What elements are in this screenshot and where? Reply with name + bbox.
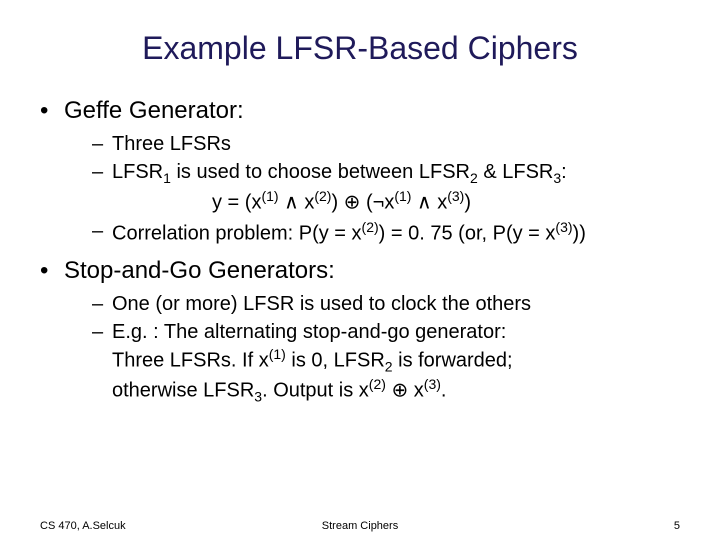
footer-center: Stream Ciphers (322, 520, 398, 532)
bullet-list: Geffe Generator: Three LFSRs LFSR1 is us… (40, 97, 680, 406)
slide: Example LFSR-Based Ciphers Geffe Generat… (0, 0, 720, 540)
geffe-sub3: Correlation problem: P(y = x(2)) = 0. 75… (92, 218, 680, 247)
slide-title: Example LFSR-Based Ciphers (40, 30, 680, 67)
bullet-geffe-label: Geffe Generator: (64, 97, 244, 124)
geffe-formula: y = (x(1) ∧ x(2)) ⊕ (¬x(1) ∧ x(3)) (212, 187, 680, 216)
footer-page-number: 5 (674, 520, 680, 532)
bullet-geffe: Geffe Generator: Three LFSRs LFSR1 is us… (40, 97, 680, 247)
geffe-sub2: LFSR1 is used to choose between LFSR2 & … (92, 159, 680, 216)
bullet-stopgo-label: Stop-and-Go Generators: (64, 257, 335, 284)
stopgo-sublist: One (or more) LFSR is used to clock the … (92, 291, 680, 407)
geffe-sublist: Three LFSRs LFSR1 is used to choose betw… (92, 131, 680, 247)
geffe-sub2-text: LFSR1 is used to choose between LFSR2 & … (112, 161, 567, 183)
stopgo-sub1: One (or more) LFSR is used to clock the … (92, 291, 680, 317)
geffe-sub1: Three LFSRs (92, 131, 680, 157)
footer-left: CS 470, A.Selcuk (40, 520, 126, 532)
stopgo-sub2: E.g. : The alternating stop-and-go gener… (92, 319, 680, 407)
bullet-stopgo: Stop-and-Go Generators: One (or more) LF… (40, 257, 680, 407)
